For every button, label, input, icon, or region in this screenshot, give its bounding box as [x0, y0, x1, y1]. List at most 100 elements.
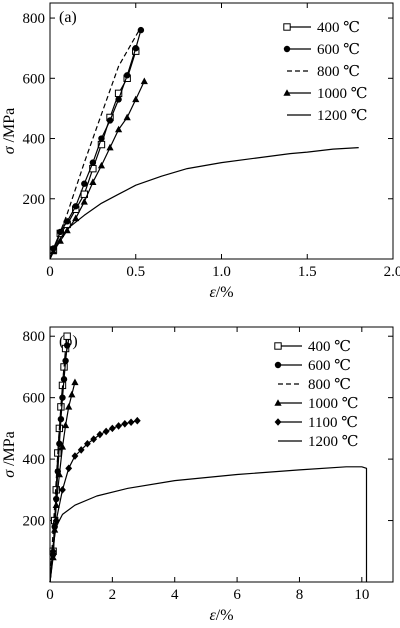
data-point	[62, 357, 69, 364]
y-axis-symbol: σ	[1, 469, 18, 478]
data-point	[58, 443, 67, 450]
data-point	[132, 44, 139, 52]
data-point	[90, 435, 98, 443]
plot-frame	[49, 326, 394, 583]
x-tick-label: 1.5	[298, 264, 317, 280]
x-tick-label: 6	[233, 587, 241, 603]
legend: 400 ℃ 600 ℃ 800 ℃ 1000 ℃ 1200 ℃	[283, 20, 368, 124]
data-point	[127, 418, 135, 427]
legend-marker	[274, 399, 282, 406]
data-point	[55, 470, 63, 478]
legend-marker	[274, 418, 282, 426]
data-point	[63, 342, 71, 349]
data-point	[102, 427, 110, 436]
data-point	[63, 332, 71, 340]
legend-marker	[274, 361, 282, 369]
legend-label: 1000 ℃	[317, 86, 368, 102]
y-tick-label: 400	[23, 452, 46, 468]
panel-a-chart: 0 0.5 1.0 1.5 2.0 200 400 600 800 ε/% σ /MPa (a) 400…	[1, 2, 400, 301]
x-axis-symbol: ε	[209, 284, 216, 301]
x-axis-unit: /%	[216, 607, 234, 624]
y-tick-label: 600	[23, 71, 46, 87]
y-axis-label: σ /MPa	[1, 431, 18, 478]
data-point	[97, 161, 106, 169]
series-line	[49, 29, 140, 260]
x-axis-label: ε/%	[209, 607, 233, 624]
y-tick-label: 200	[23, 514, 46, 530]
legend-label: 600 ℃	[308, 358, 351, 374]
y-tick-label: 200	[23, 192, 46, 208]
data-point	[106, 117, 114, 124]
x-tick-label: 2.0	[384, 264, 400, 280]
data-point	[52, 516, 60, 525]
series-5	[49, 147, 359, 260]
data-point	[72, 203, 79, 210]
data-point	[59, 394, 66, 401]
y-tick-label: 600	[23, 391, 46, 407]
series-4	[49, 77, 148, 260]
data-point	[98, 135, 105, 142]
data-point	[52, 501, 60, 508]
data-point	[57, 415, 65, 423]
data-point	[72, 214, 80, 222]
data-point	[56, 440, 63, 447]
data-point	[81, 180, 88, 187]
legend-label: 400 ℃	[308, 339, 351, 355]
x-tick-label: 0	[46, 264, 54, 280]
legend-label: 400 ℃	[317, 20, 360, 36]
legend-marker	[283, 45, 291, 53]
data-point	[89, 159, 97, 166]
x-tick-label: 0	[46, 587, 54, 603]
data-point	[71, 452, 79, 460]
data-point	[115, 125, 123, 133]
x-tick-label: 10	[354, 587, 369, 603]
x-axis-label: ε/%	[209, 284, 233, 301]
data-point	[65, 464, 73, 473]
data-point	[71, 378, 79, 386]
data-point	[68, 390, 76, 398]
y-axis-label: σ /MPa	[1, 108, 18, 155]
x-axis-unit: /%	[216, 284, 234, 301]
data-point	[65, 403, 73, 410]
data-point	[121, 419, 129, 428]
legend-marker	[283, 23, 291, 31]
data-point	[140, 77, 148, 85]
y-axis-symbol: σ	[1, 145, 18, 154]
y-tick-label: 800	[23, 11, 46, 27]
data-point	[61, 421, 70, 429]
data-point	[133, 416, 141, 425]
x-tick-label: 8	[296, 587, 304, 603]
panel-label: (a)	[59, 9, 77, 26]
y-axis-unit: /MPa	[1, 431, 18, 470]
series-line	[49, 420, 138, 583]
legend-marker	[274, 342, 282, 350]
x-axis-symbol: ε	[209, 607, 216, 624]
data-point	[60, 376, 68, 383]
x-tick-label: 4	[171, 587, 179, 603]
x-tick-label: 1.0	[212, 264, 231, 280]
x-tick-label: 2	[109, 587, 117, 603]
data-point	[77, 446, 85, 454]
data-point	[115, 96, 122, 103]
data-point	[96, 430, 104, 439]
legend-label: 1200 ℃	[308, 434, 359, 450]
legend-label: 800 ℃	[308, 377, 351, 393]
legend-label: 1100 ℃	[308, 415, 358, 431]
data-point	[89, 178, 97, 185]
y-tick-label: 800	[23, 329, 46, 345]
data-point	[84, 439, 91, 448]
data-point	[106, 143, 114, 151]
legend-label: 600 ℃	[317, 42, 360, 58]
legend-label: 1000 ℃	[308, 396, 359, 412]
legend-label: 1200 ℃	[317, 108, 368, 124]
data-point	[123, 72, 131, 79]
series-6	[49, 466, 368, 583]
legend-label: 800 ℃	[317, 64, 360, 80]
series-line	[49, 466, 368, 583]
data-point	[132, 95, 140, 103]
x-tick-label: 0.5	[126, 264, 145, 280]
data-point	[59, 486, 66, 494]
series-3	[49, 29, 140, 260]
legend-marker	[283, 89, 291, 96]
